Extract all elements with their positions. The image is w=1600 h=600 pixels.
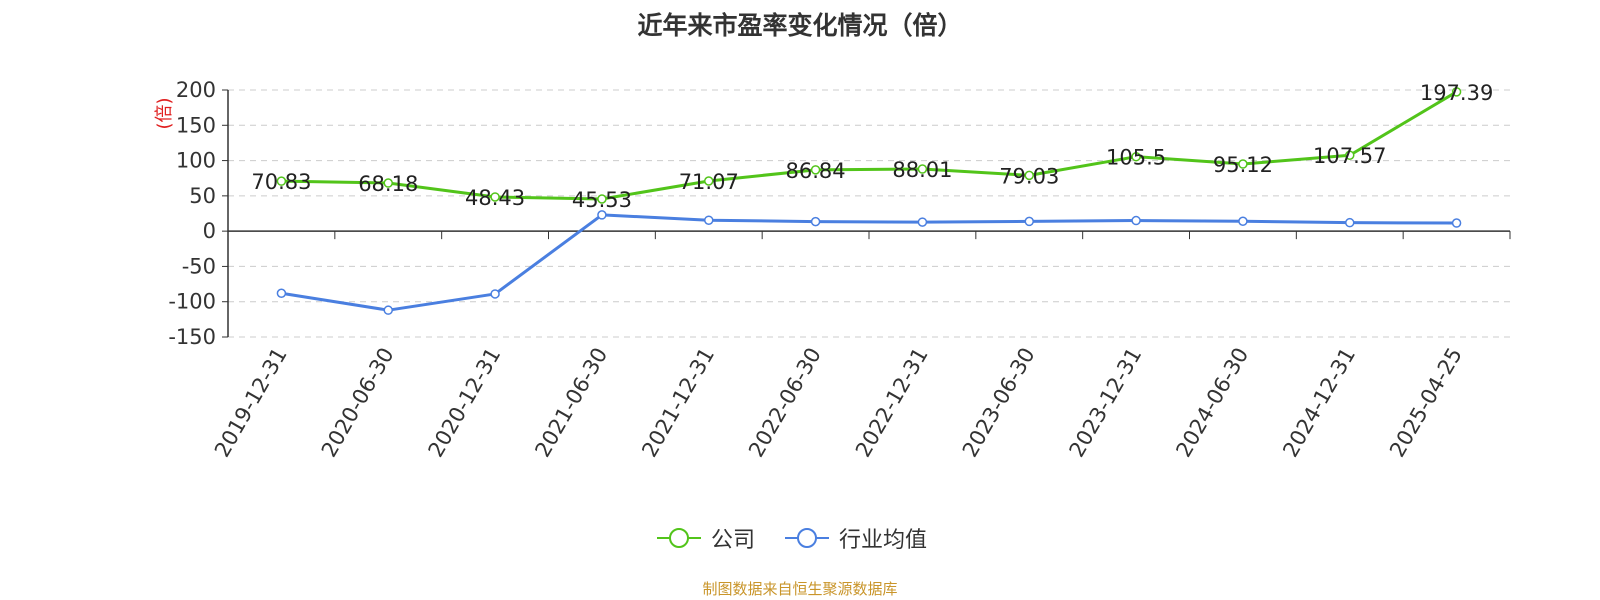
y-axis-label: (倍) — [154, 97, 175, 129]
x-tick-label: 2025-04-25 — [1385, 344, 1467, 462]
data-point — [490, 289, 500, 299]
x-tick-label: 2024-12-31 — [1278, 344, 1360, 462]
data-point — [810, 165, 821, 175]
data-point — [1024, 170, 1034, 181]
data-point — [704, 176, 714, 186]
data-point — [276, 288, 287, 298]
data-point — [490, 192, 500, 202]
x-tick-label: 2020-06-30 — [317, 344, 399, 462]
data-point — [597, 194, 607, 204]
data-point — [704, 215, 714, 225]
y-tick-label: 200 — [176, 78, 216, 102]
data-point — [1451, 218, 1462, 228]
x-tick-label: 2022-12-31 — [851, 344, 933, 462]
data-label: 105.5 — [1106, 146, 1166, 170]
data-label: 68.18 — [358, 172, 418, 196]
data-label: 95.12 — [1213, 153, 1273, 177]
data-label: 48.43 — [465, 186, 525, 210]
data-point — [1345, 217, 1355, 228]
data-point — [1345, 150, 1355, 160]
y-tick-label: 50 — [189, 184, 216, 208]
data-point — [1238, 159, 1248, 169]
y-tick-label: -50 — [182, 254, 216, 278]
circle-line-icon — [657, 528, 701, 548]
data-point — [383, 305, 393, 315]
data-label: 107.57 — [1313, 144, 1386, 168]
data-point — [810, 216, 821, 227]
legend-label-industry-average: 行业均值 — [839, 528, 928, 553]
data-point — [917, 164, 928, 174]
data-point — [276, 176, 287, 186]
legend-label-company: 公司 — [711, 528, 756, 553]
data-point — [1024, 216, 1034, 227]
data-point — [1131, 151, 1141, 162]
series-line-company — [281, 90, 1458, 201]
chart-title: 近年来市盈率变化情况（倍） — [637, 11, 963, 40]
y-tick-label: 100 — [176, 149, 216, 173]
data-point — [383, 178, 393, 188]
x-tick-label: 2021-06-30 — [530, 344, 612, 462]
data-label: 86.84 — [786, 159, 846, 183]
data-label: 88.01 — [892, 158, 952, 182]
legend-item-industry-average[interactable]: 行业均值 — [783, 520, 927, 556]
y-tick-label: -150 — [168, 325, 216, 349]
y-tick-label: -100 — [168, 290, 216, 314]
data-label: 70.83 — [251, 170, 311, 194]
data-point — [1131, 215, 1141, 226]
data-point — [1451, 87, 1462, 97]
data-label: 197.39 — [1420, 81, 1493, 105]
data-point — [917, 217, 928, 227]
data-point — [597, 210, 607, 220]
circle-line-icon — [785, 528, 829, 548]
x-tick-label: 2024-06-30 — [1171, 344, 1253, 462]
y-tick-label: 150 — [176, 113, 216, 137]
data-label: 45.53 — [572, 188, 632, 212]
x-tick-label: 2023-12-31 — [1065, 344, 1147, 462]
x-tick-label: 2022-06-30 — [744, 344, 826, 462]
data-label: 71.07 — [679, 170, 739, 194]
x-tick-label: 2021-12-31 — [637, 344, 719, 462]
x-tick-label: 2019-12-31 — [210, 344, 292, 462]
legend-item-company[interactable]: 公司 — [655, 520, 755, 556]
source-note: 制图数据来自恒生聚源数据库 — [702, 580, 898, 598]
data-label: 79.03 — [999, 164, 1059, 188]
legend: 公司 行业均值 — [0, 520, 1600, 556]
x-tick-label: 2020-12-31 — [424, 344, 506, 462]
series-line-industry-average — [281, 213, 1457, 312]
x-tick-label: 2023-06-30 — [958, 344, 1040, 462]
y-tick-label: 0 — [203, 219, 216, 243]
data-point — [1238, 216, 1248, 227]
